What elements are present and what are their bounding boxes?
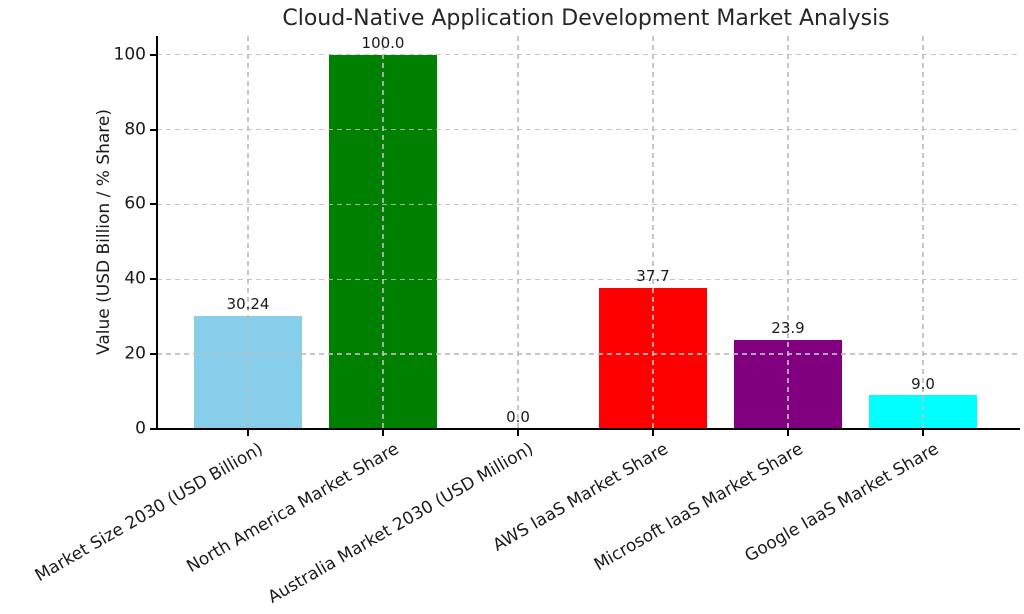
y-axis-label: Value (USD Billion / % Share) (94, 109, 114, 355)
gridline-horizontal (157, 128, 1020, 131)
gridline-horizontal (157, 353, 1020, 355)
x-axis-spine (156, 428, 1020, 430)
x-tick-label: Market Size 2030 (USD Billion) (32, 439, 267, 587)
gridline-horizontal (157, 278, 1020, 281)
y-tick-mark (150, 428, 157, 430)
x-tick-mark (382, 429, 384, 436)
gridline-vertical (787, 36, 789, 429)
y-tick-mark (150, 278, 157, 281)
gridline-vertical (652, 36, 654, 429)
gridline-vertical (382, 36, 384, 429)
bar-value-label: 37.7 (636, 267, 670, 286)
bar-value-label: 23.9 (771, 318, 805, 337)
x-tick-label: Australia Market 2030 (USD Million) (264, 439, 537, 608)
gridline-horizontal (157, 53, 1020, 56)
y-axis-spine (156, 36, 158, 429)
x-tick-mark (247, 429, 249, 436)
y-tick-mark (150, 203, 157, 206)
bar-value-label: 100.0 (361, 33, 405, 52)
x-tick-mark (517, 429, 519, 436)
gridline-vertical (922, 36, 924, 429)
bar-value-label: 0.0 (506, 408, 530, 427)
y-tick-label: 40 (124, 268, 146, 289)
y-tick-label: 60 (124, 194, 146, 215)
plot-area: 30.24 100.0 0.0 37.7 23.9 9.0 (156, 33, 1020, 430)
gridline-horizontal (157, 203, 1020, 206)
y-tick-label: 20 (124, 343, 146, 364)
y-tick-label: 80 (124, 119, 146, 140)
x-tick-mark (652, 429, 654, 436)
x-tick-mark (922, 429, 924, 436)
y-tick-mark (150, 53, 157, 56)
gridline-vertical (247, 36, 249, 429)
x-tick-label: North America Market Share (182, 439, 402, 578)
bar-value-label: 30.24 (226, 295, 270, 314)
y-tick-label: 0 (135, 418, 146, 439)
bar-value-label: 9.0 (911, 374, 935, 393)
y-tick-label: 100 (113, 44, 146, 65)
x-tick-mark (787, 429, 789, 436)
x-tick-label: Microsoft IaaS Market Share (591, 439, 807, 576)
gridline-vertical (517, 36, 519, 429)
y-tick-mark (150, 128, 157, 131)
y-tick-mark (150, 353, 157, 356)
chart-title: Cloud-Native Application Development Mar… (282, 6, 890, 31)
